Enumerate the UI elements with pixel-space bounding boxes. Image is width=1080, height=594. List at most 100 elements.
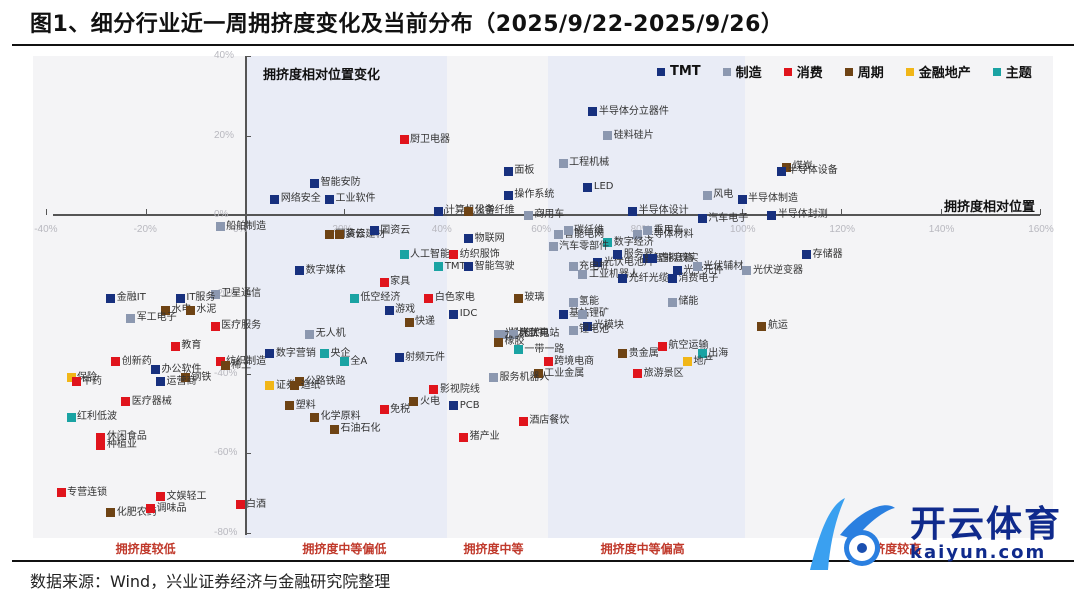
watermark-brand: 开云体育 <box>910 504 1063 545</box>
data-point-label: 公路铁路 <box>305 375 346 387</box>
data-point-marker <box>613 250 623 260</box>
legend-swatch-icon <box>722 67 731 76</box>
data-point-marker <box>175 293 185 303</box>
data-point-label: 化肥农药 <box>116 506 157 518</box>
data-point-label: 种植业 <box>106 439 137 451</box>
data-point-marker <box>295 266 305 276</box>
data-point-label: 医疗服务 <box>221 320 262 332</box>
data-point-label: 装修建材 <box>345 228 386 240</box>
data-point-marker <box>270 194 280 204</box>
data-point-label: 氢能 <box>579 296 600 308</box>
data-point-marker <box>369 226 379 236</box>
y-tick-mark <box>245 215 251 216</box>
data-point-label: TMT <box>444 260 466 272</box>
x-axis-title: 拥挤度相对位置 <box>944 200 1036 215</box>
plot-area <box>33 56 1053 538</box>
data-point-marker <box>523 210 533 220</box>
data-point-marker <box>106 508 116 518</box>
data-point-marker <box>384 305 394 315</box>
y-tick-label: -60% <box>214 447 238 459</box>
data-point-label: 操作系统 <box>514 189 555 201</box>
data-point-label: 白色家电 <box>434 292 475 304</box>
data-point-marker <box>464 262 474 272</box>
data-point-label: PCB <box>459 399 480 411</box>
data-point-marker <box>568 262 578 272</box>
zone-label: 拥挤度中等偏高 <box>600 542 685 556</box>
data-point-label: 玻璃 <box>524 292 545 304</box>
data-point-label: 旅游景区 <box>643 367 684 379</box>
data-point-label: 化学原料 <box>320 411 361 423</box>
data-point-marker <box>329 424 339 434</box>
data-point-marker <box>210 321 220 331</box>
x-tick-label: 80% <box>631 224 651 235</box>
data-point-marker <box>667 297 677 307</box>
data-point-marker <box>682 357 692 367</box>
data-point-marker <box>399 135 409 145</box>
data-point-marker <box>643 254 653 264</box>
data-point-marker <box>215 357 225 367</box>
x-tick-label: 160% <box>1028 224 1054 235</box>
data-point-marker <box>633 230 643 240</box>
data-point-marker <box>170 341 180 351</box>
x-tick-mark <box>245 209 246 215</box>
data-point-marker <box>508 329 518 339</box>
x-tick-label: -20% <box>133 224 157 235</box>
data-point-marker <box>489 373 498 383</box>
y-tick-mark <box>245 294 251 296</box>
data-point-label: 地产 <box>693 355 714 367</box>
data-point-label: 半导体材料 <box>643 228 694 240</box>
data-point-marker <box>295 377 305 387</box>
data-point-marker <box>151 365 161 375</box>
x-tick-mark <box>742 209 743 215</box>
data-point-marker <box>305 329 315 339</box>
data-point-marker <box>742 266 752 276</box>
data-point-marker <box>692 262 702 272</box>
data-point-label: 国资云 <box>335 228 366 240</box>
data-point-label: 卫星通信 <box>221 288 262 300</box>
data-point-label: 橡胶 <box>504 336 525 348</box>
legend-swatch-icon <box>844 67 853 76</box>
data-point-label: 一带一路 <box>524 343 565 355</box>
data-point-label: 商用车 <box>534 209 565 220</box>
legend-label: TMT <box>670 64 701 79</box>
data-point-label: 面板 <box>514 165 535 177</box>
data-point-label: 光伏逆变器 <box>752 264 803 276</box>
scatter-chart: 拥挤度相对位置变化 拥挤度相对位置 TMT 制造 消费 周期 金融地产 主题 -40% -2… <box>33 50 1054 556</box>
data-point-marker <box>399 250 409 260</box>
data-point-marker <box>156 377 165 387</box>
y-tick-label: 40% <box>214 50 235 62</box>
data-point-marker <box>310 412 320 422</box>
data-point-label: 稀土 <box>231 359 252 371</box>
x-tick-mark <box>1040 209 1042 215</box>
data-point-marker <box>603 131 613 141</box>
data-point-marker <box>434 206 444 216</box>
data-point-marker <box>220 361 230 371</box>
data-point-label: 半导体设备 <box>787 165 838 177</box>
data-point-label: 存储器 <box>812 248 843 260</box>
data-point-label: 跨境电商 <box>554 355 595 367</box>
data-point-marker <box>146 504 156 514</box>
data-point-marker <box>548 242 558 252</box>
data-point-label: 创新药 <box>121 355 152 367</box>
data-point-label: 证券 <box>275 379 296 391</box>
data-point-marker <box>593 258 603 268</box>
data-point-marker <box>404 317 414 327</box>
x-tick-mark <box>543 209 545 215</box>
y-tick-label: -20% <box>214 288 238 300</box>
legend-swatch-icon <box>783 67 792 76</box>
data-point-marker <box>503 166 513 176</box>
data-point-marker <box>449 250 459 260</box>
watermark-logo: 开云体育 kaiyun.com <box>790 490 1080 580</box>
data-point-marker <box>603 238 613 248</box>
x-tick-mark <box>940 209 942 215</box>
data-point-label: 锂电池 <box>579 324 610 336</box>
data-point-label: 影视院线 <box>439 383 480 395</box>
data-point-label: 汽车电子 <box>708 212 749 224</box>
data-point-label: 半导体封测 <box>777 209 828 220</box>
data-point-label: 纺织制造 <box>226 355 267 367</box>
data-point-label: 智能电网 <box>564 228 605 240</box>
data-point-marker <box>185 305 195 315</box>
data-point-label: 消费电子 <box>678 272 719 284</box>
data-point-marker <box>628 206 638 216</box>
data-point-label: 光伏组件 <box>504 328 545 340</box>
